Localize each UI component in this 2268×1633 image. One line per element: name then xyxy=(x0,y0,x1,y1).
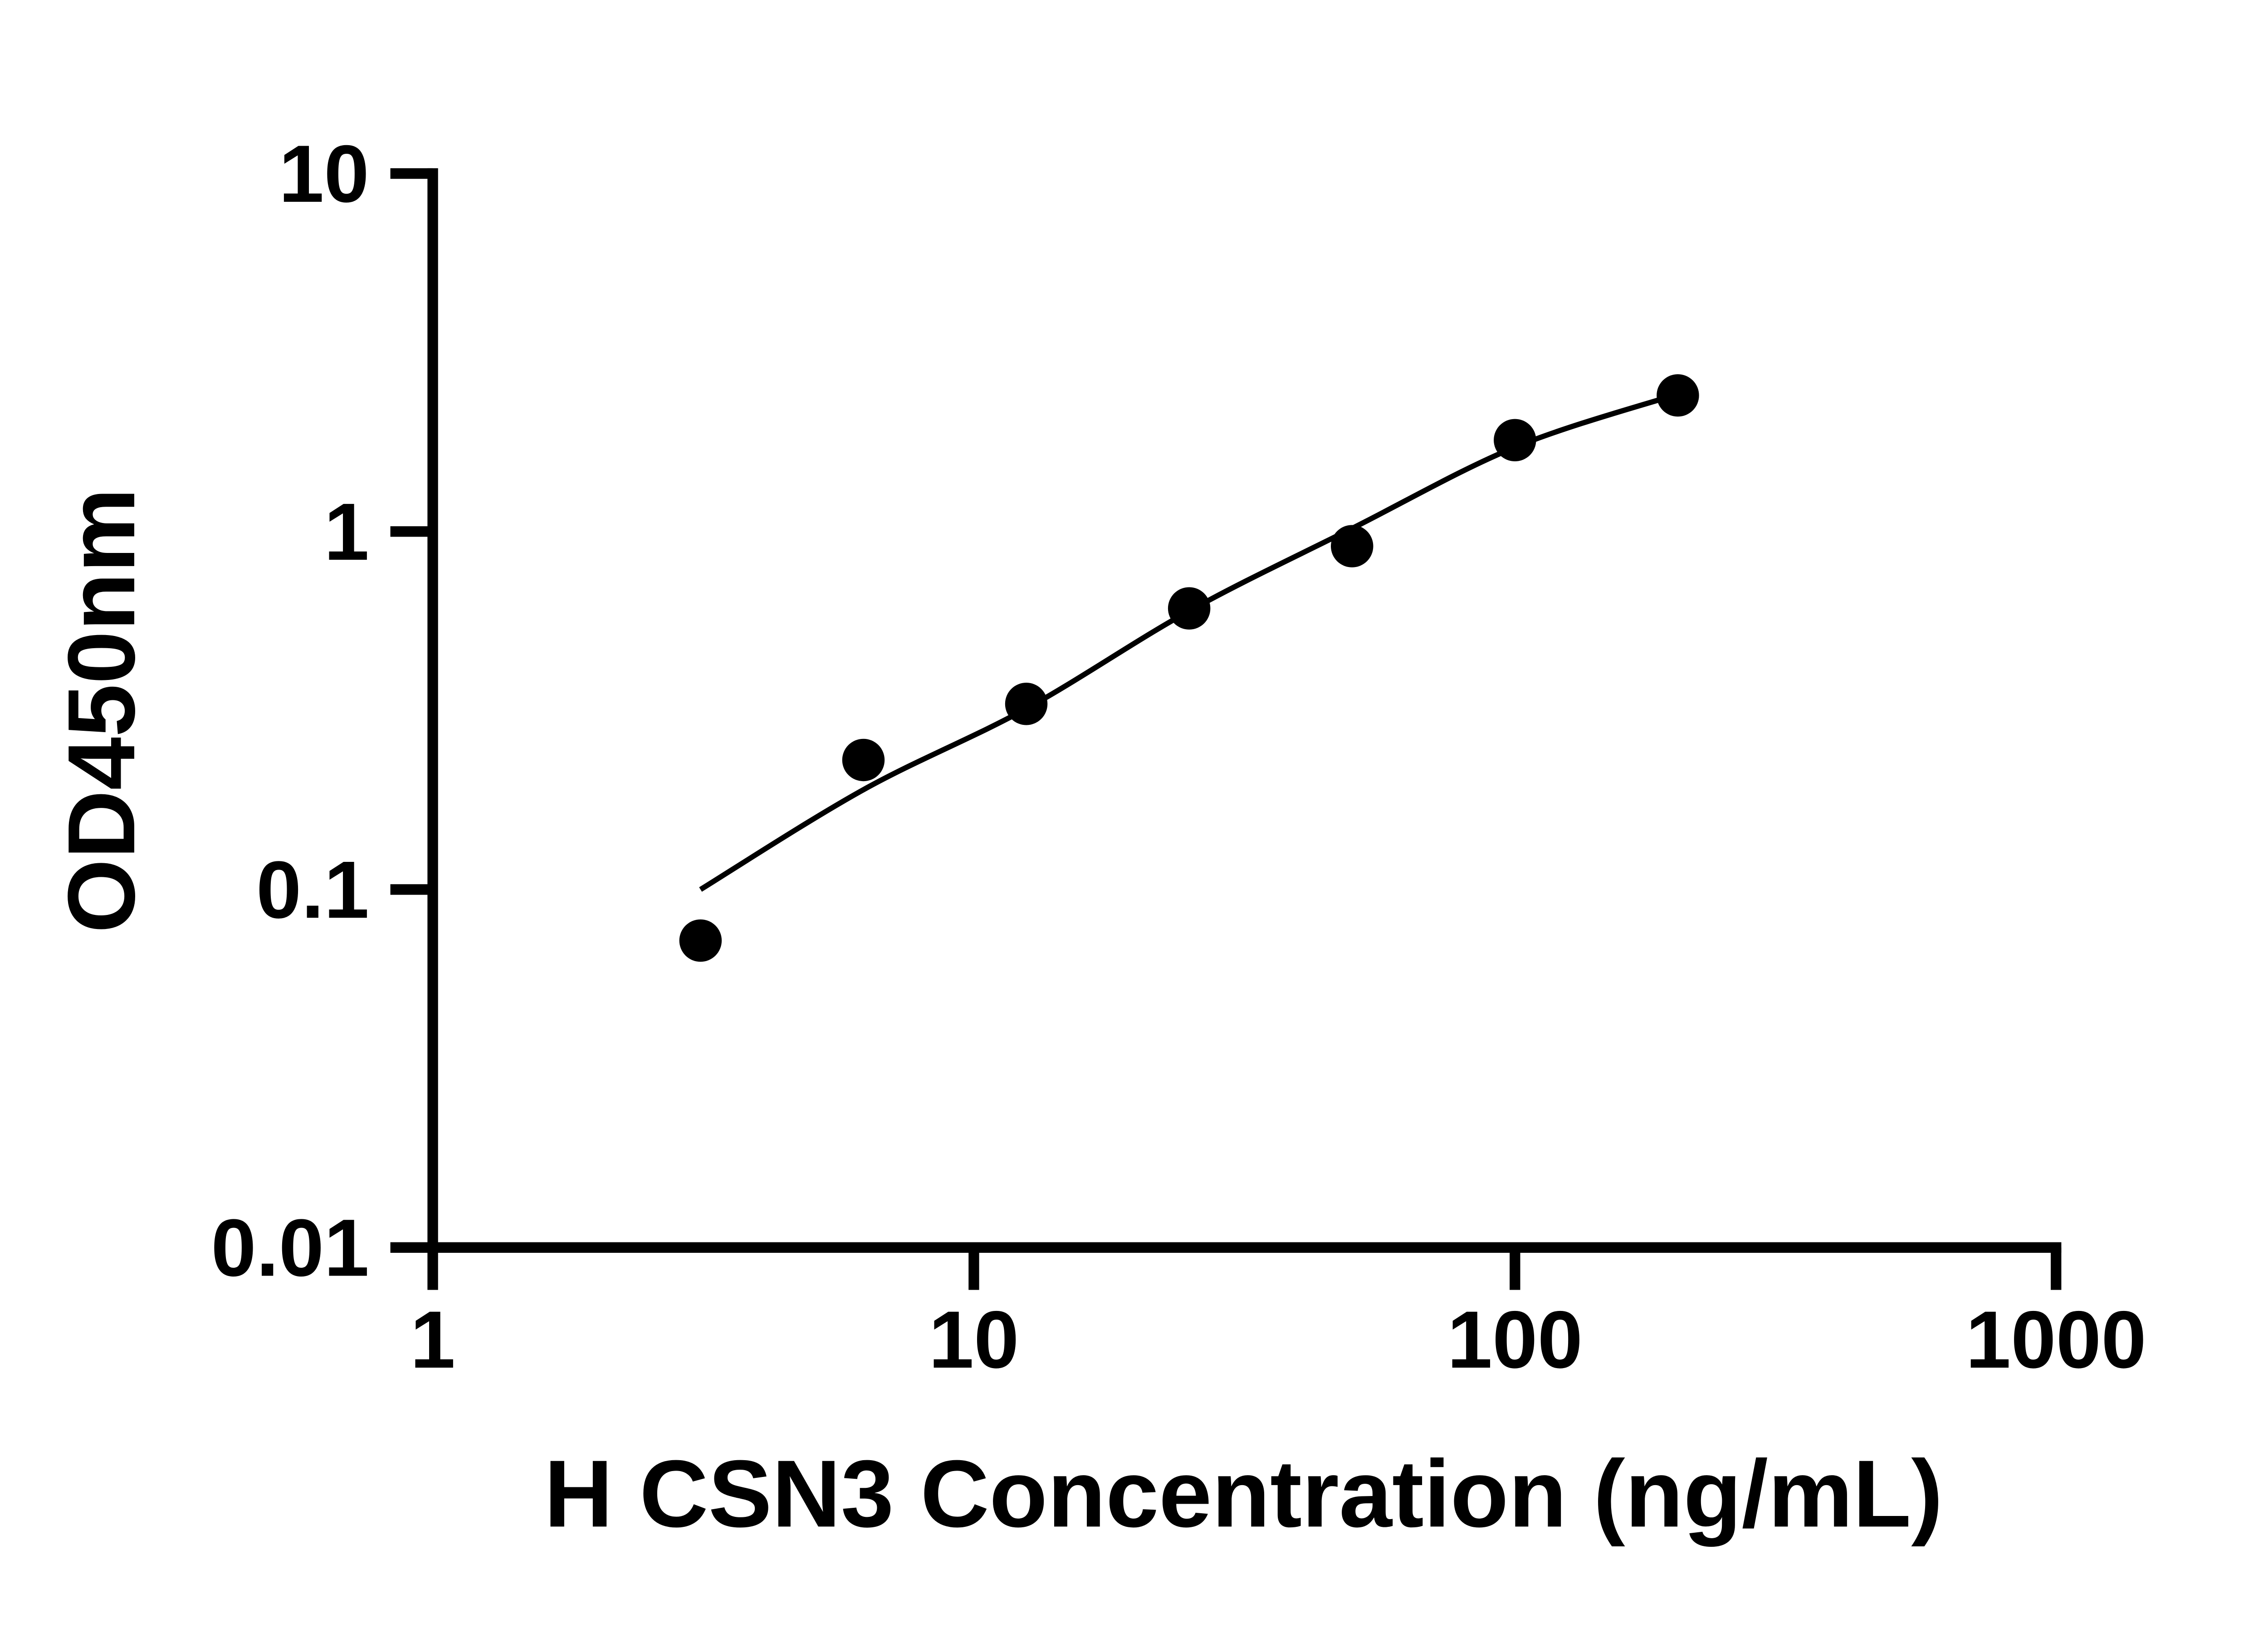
y-tick-label: 1 xyxy=(324,486,369,577)
data-point-marker xyxy=(1494,419,1536,462)
data-point-marker xyxy=(1331,525,1374,567)
data-point-marker xyxy=(842,738,885,782)
y-tick-label: 10 xyxy=(279,128,369,219)
x-tick-label: 100 xyxy=(1447,1294,1583,1385)
plot-layer: 1 10 100 1000 0.01 0.1 1 10 xyxy=(211,128,2146,1385)
data-point-marker xyxy=(1657,374,1699,417)
x-tick-label: 1 xyxy=(410,1294,455,1385)
y-tick-label: 0.1 xyxy=(256,844,369,935)
data-point-marker xyxy=(679,919,722,962)
data-point-marker xyxy=(1168,587,1211,630)
data-point-marker xyxy=(1005,683,1048,725)
fit-curve-line xyxy=(699,391,1679,892)
x-tick-label: 1000 xyxy=(1965,1294,2146,1385)
y-tick-label: 0.01 xyxy=(211,1202,369,1293)
x-axis-label: H CSN3 Concentration (ng/mL) xyxy=(544,1440,1943,1547)
y-axis-label: OD450nm xyxy=(48,488,155,934)
x-tick-label: 10 xyxy=(929,1294,1019,1385)
